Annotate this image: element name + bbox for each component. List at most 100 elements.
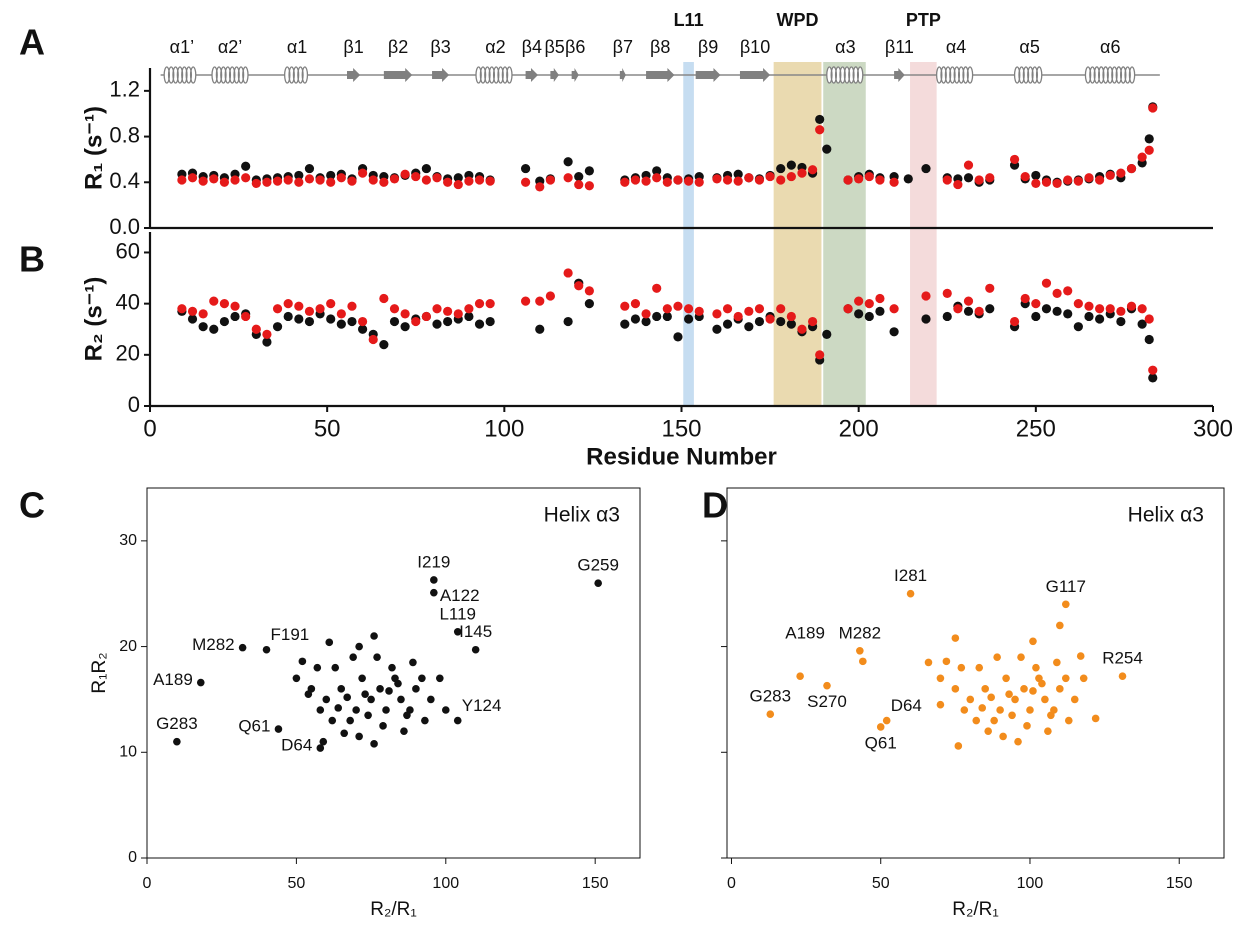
data-point: [673, 175, 683, 185]
data-point: [361, 690, 369, 698]
point-label: A189: [153, 670, 193, 689]
data-point: [776, 316, 786, 327]
plot-frame: [146, 487, 641, 859]
data-point: [954, 742, 963, 750]
data-point: [370, 740, 378, 748]
labeled-point: [1118, 672, 1127, 680]
data-point: [1137, 152, 1147, 162]
data-point: [815, 114, 825, 125]
data-point: [875, 175, 885, 185]
data-point: [1038, 679, 1046, 688]
data-point: [187, 173, 198, 183]
data-point: [1073, 176, 1083, 186]
data-point: [453, 179, 463, 190]
data-point: [974, 306, 984, 316]
data-point: [272, 304, 283, 314]
data-point: [712, 174, 722, 184]
data-point: [283, 175, 293, 185]
point-label: G259: [577, 556, 619, 575]
data-point: [903, 174, 913, 184]
labeled-point: [238, 643, 247, 652]
data-point: [294, 314, 304, 324]
data-point: [744, 306, 754, 316]
point-label: I281: [894, 566, 927, 585]
data-point: [241, 173, 251, 183]
data-point: [754, 304, 765, 314]
data-point: [520, 163, 531, 174]
data-point: [358, 316, 368, 327]
structure-label: α1: [287, 37, 307, 57]
data-point: [209, 296, 219, 306]
data-point: [996, 706, 1004, 714]
data-point: [283, 311, 293, 322]
labeled-point: [453, 716, 462, 725]
data-point: [744, 322, 754, 332]
structure-label: β7: [613, 37, 633, 57]
labeled-point: [173, 737, 181, 746]
data-point: [1020, 293, 1030, 304]
data-point: [963, 306, 974, 316]
strand: [619, 68, 626, 82]
structure-label: α2: [485, 37, 505, 57]
data-point: [292, 674, 301, 683]
data-point: [230, 175, 240, 185]
data-point: [921, 314, 931, 324]
data-point: [921, 291, 931, 301]
data-point: [987, 693, 995, 702]
data-point: [981, 685, 990, 693]
data-point: [198, 322, 208, 332]
data-point: [1044, 727, 1052, 735]
structure-label: β6: [565, 37, 585, 57]
point-label: F191: [271, 625, 310, 644]
data-point: [304, 174, 315, 184]
data-point: [187, 306, 198, 316]
data-point: [652, 166, 662, 176]
labeled-point: [316, 744, 325, 752]
data-point: [331, 663, 340, 672]
data-point: [864, 299, 874, 309]
data-point: [984, 727, 992, 735]
point-label: Q61: [238, 717, 270, 736]
data-point: [343, 693, 351, 702]
data-point: [889, 327, 899, 337]
data-point: [453, 173, 463, 183]
data-point: [985, 304, 995, 314]
strand: [347, 68, 361, 82]
x-tick-label: 50: [287, 875, 305, 892]
data-point: [397, 695, 405, 704]
data-point: [545, 175, 555, 185]
structure-label: α4: [946, 37, 966, 57]
data-point: [1095, 175, 1105, 185]
y-tick-label: 30: [119, 532, 137, 549]
data-point: [1056, 685, 1064, 693]
data-point: [336, 319, 346, 329]
data-point: [808, 316, 818, 327]
y-tick-label: 60: [116, 238, 140, 263]
data-point: [443, 316, 453, 327]
structure-label: β1: [343, 37, 363, 57]
data-point: [999, 732, 1007, 741]
structure-label: β4: [522, 37, 542, 57]
data-point: [400, 727, 408, 735]
strand: [432, 68, 450, 82]
data-point: [209, 174, 219, 184]
data-point: [822, 144, 832, 154]
plot-frame: [726, 487, 1225, 859]
helix: [211, 66, 249, 84]
data-point: [347, 176, 357, 186]
structure-label: α3: [835, 37, 855, 57]
data-point: [1144, 134, 1154, 144]
data-point: [722, 175, 733, 185]
data-point: [1011, 695, 1019, 704]
data-point: [786, 160, 796, 170]
data-point: [367, 695, 375, 704]
data-point: [1116, 306, 1126, 316]
helix: [475, 66, 513, 84]
data-point: [786, 319, 796, 329]
x-tick-label: 100: [432, 875, 459, 892]
data-point: [485, 176, 495, 186]
data-point: [1031, 178, 1041, 189]
point-label: G283: [156, 714, 198, 733]
strand: [695, 68, 721, 82]
data-point: [352, 706, 360, 714]
